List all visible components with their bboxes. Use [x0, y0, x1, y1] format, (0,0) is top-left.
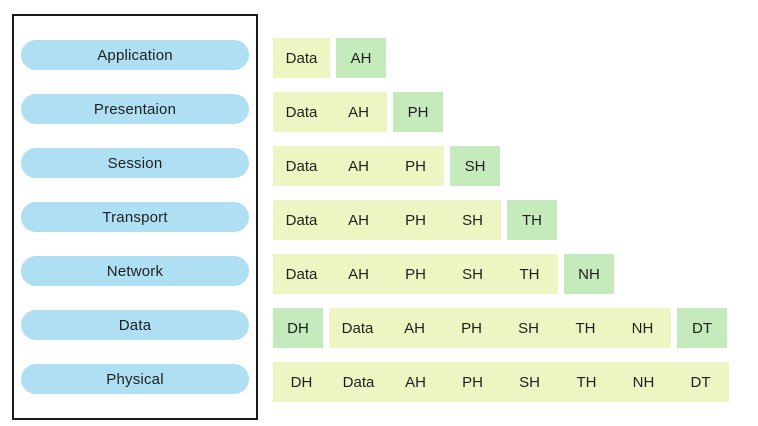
header-box: DH	[273, 308, 323, 348]
header-box: DT	[677, 308, 727, 348]
layer-pill-label: Session	[107, 154, 163, 172]
layer-pill-label: Data	[118, 316, 152, 334]
cell-label-ah: AH	[348, 157, 369, 175]
cell-label-ph: PH	[405, 211, 426, 229]
cell-label-th: TH	[575, 319, 596, 337]
cell-label-ah: AH	[404, 319, 425, 337]
cell-label-ph: PH	[407, 103, 429, 121]
layer-pill-label: Presentaion	[93, 100, 177, 118]
cell-label-th: TH	[519, 265, 540, 283]
cell-label-data: Data	[285, 157, 318, 175]
cell-label-nh: NH	[578, 265, 600, 283]
cell-label-ph: PH	[462, 373, 483, 391]
cell-label-nh: NH	[631, 319, 654, 337]
osi-layers-box: Application Presentaion Session Transport Ne…	[12, 14, 258, 420]
layer-pill-label: Application	[97, 46, 173, 64]
payload-box: Data AH PH SH TH NH	[329, 308, 671, 348]
cell-label-data: Data	[285, 49, 318, 67]
layer-pill-label: Physical	[106, 370, 164, 388]
cell-label-th: TH	[522, 211, 542, 229]
payload-box: Data	[273, 38, 330, 78]
cell-label-ah: AH	[350, 49, 372, 67]
cell-label-ah: AH	[405, 373, 426, 391]
cell-label-data: Data	[285, 265, 318, 283]
header-box: TH	[507, 200, 557, 240]
cell-label-ph: PH	[405, 265, 426, 283]
payload-box: Data AH PH SH	[273, 200, 501, 240]
cell-label-sh: SH	[519, 373, 540, 391]
encapsulation-row-transport: Data AH PH SH TH	[273, 200, 729, 240]
cell-label-ph: PH	[461, 319, 482, 337]
payload-box: Data AH	[273, 92, 387, 132]
header-box: SH	[450, 146, 500, 186]
cell-label-dh: DH	[290, 373, 313, 391]
encapsulation-row-presentaion: Data AH PH	[273, 92, 729, 132]
encapsulation-rows: Data AH Data AH PH Data AH PH SH Data AH PH SH TH Data…	[273, 38, 729, 402]
encapsulation-row-session: Data AH PH SH	[273, 146, 729, 186]
cell-label-data: Data	[285, 103, 318, 121]
layer-pill-transport: Transport	[21, 202, 249, 232]
header-box: PH	[393, 92, 443, 132]
payload-box: DH Data AH PH SH TH NH DT	[273, 362, 729, 402]
layer-pill-presentaion: Presentaion	[21, 94, 249, 124]
cell-label-data: Data	[285, 211, 318, 229]
payload-box: Data AH PH	[273, 146, 444, 186]
layer-pill-session: Session	[21, 148, 249, 178]
cell-label-sh: SH	[462, 211, 483, 229]
header-box: AH	[336, 38, 386, 78]
cell-label-dt: DT	[692, 319, 712, 337]
header-box: NH	[564, 254, 614, 294]
cell-label-th: TH	[576, 373, 597, 391]
cell-label-ah: AH	[348, 265, 369, 283]
cell-label-sh: SH	[462, 265, 483, 283]
cell-label-nh: NH	[632, 373, 655, 391]
layer-pill-data: Data	[21, 310, 249, 340]
cell-label-dt: DT	[690, 373, 711, 391]
layer-pill-application: Application	[21, 40, 249, 70]
encapsulation-row-data: DH Data AH PH SH TH NH DT	[273, 308, 729, 348]
encapsulation-row-application: Data AH	[273, 38, 729, 78]
cell-label-sh: SH	[518, 319, 539, 337]
cell-label-sh: SH	[464, 157, 486, 175]
cell-label-dh: DH	[287, 319, 309, 337]
encapsulation-row-network: Data AH PH SH TH NH	[273, 254, 729, 294]
layer-pill-physical: Physical	[21, 364, 249, 394]
cell-label-ah: AH	[348, 211, 369, 229]
layer-pill-label: Transport	[102, 208, 168, 226]
layer-pill-label: Network	[106, 262, 164, 280]
layer-pill-network: Network	[21, 256, 249, 286]
encapsulation-row-physical: DH Data AH PH SH TH NH DT	[273, 362, 729, 402]
cell-label-ph: PH	[405, 157, 426, 175]
cell-label-ah: AH	[348, 103, 369, 121]
cell-label-data: Data	[342, 373, 375, 391]
payload-box: Data AH PH SH TH	[273, 254, 558, 294]
cell-label-data: Data	[341, 319, 374, 337]
